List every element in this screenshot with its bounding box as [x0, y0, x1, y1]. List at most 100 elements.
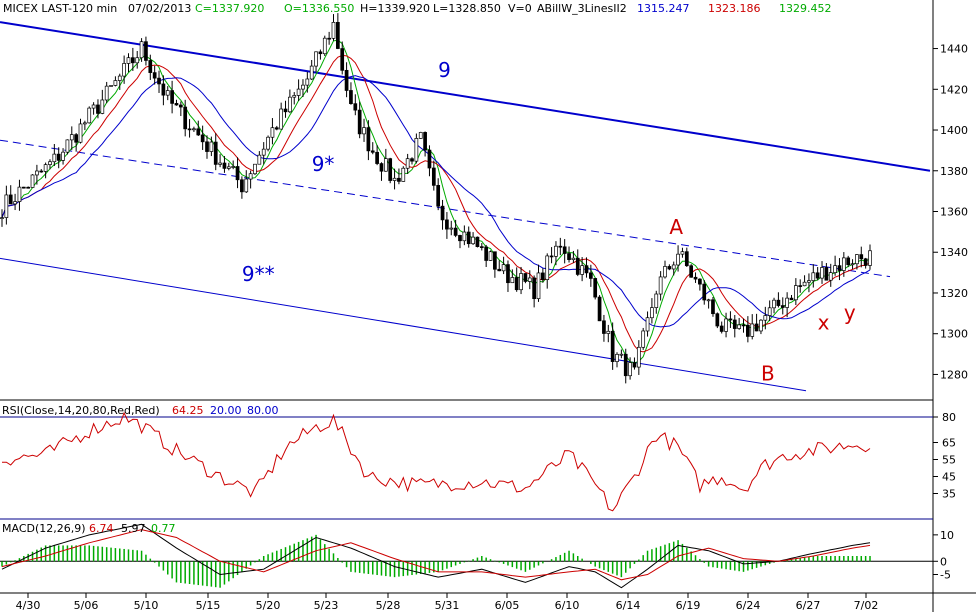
candle	[571, 250, 576, 263]
candle-body	[445, 219, 449, 230]
x-tick-label: 5/28	[376, 599, 401, 612]
candle	[301, 79, 305, 98]
candle-body	[218, 162, 222, 165]
wave-label: A	[669, 215, 683, 239]
x-tick-label: 6/14	[616, 599, 641, 612]
candle	[196, 120, 201, 136]
candle-body	[266, 136, 270, 150]
candle	[366, 120, 371, 161]
candle-body	[283, 108, 288, 113]
candle	[117, 73, 122, 90]
candle	[732, 314, 737, 338]
candle	[96, 99, 100, 119]
candle-body	[680, 251, 685, 255]
candle-body	[846, 257, 851, 265]
macd-v1: 6.74	[89, 522, 114, 535]
candle-body	[479, 246, 484, 248]
candle	[776, 292, 781, 308]
candle-body	[8, 194, 13, 205]
candle-body	[663, 266, 667, 278]
candle	[484, 244, 489, 267]
rsi-tick-label: 80	[942, 411, 956, 424]
candle-body	[641, 330, 646, 348]
candle-body	[139, 41, 144, 59]
candle-body	[506, 264, 510, 284]
candle	[493, 251, 497, 278]
macd-signal-line	[1, 529, 871, 581]
candle	[157, 70, 161, 93]
candle-body	[52, 153, 57, 163]
candle	[410, 157, 414, 165]
candle	[218, 154, 222, 168]
candle-body	[820, 267, 824, 279]
candle	[850, 259, 855, 270]
candle-body	[91, 104, 96, 109]
candle	[279, 102, 284, 130]
candle-body	[117, 75, 122, 81]
candle-body	[545, 255, 550, 280]
macd-tick-label: -5	[940, 569, 951, 582]
candle	[209, 136, 214, 157]
candle	[344, 62, 349, 98]
candle-body	[541, 272, 545, 280]
candle	[292, 92, 297, 105]
candle-body	[785, 297, 789, 308]
candle-body	[174, 103, 179, 106]
candle-body	[261, 148, 266, 156]
candle	[763, 306, 768, 330]
candle	[728, 311, 733, 328]
candle	[392, 168, 397, 190]
candle	[820, 261, 824, 284]
candle-body	[667, 266, 672, 270]
candle-body	[222, 162, 227, 169]
candle	[152, 65, 157, 85]
candle-body	[650, 307, 654, 319]
candle	[353, 94, 358, 116]
candle	[418, 131, 423, 139]
candle-body	[253, 163, 257, 175]
candle-body	[161, 83, 166, 96]
candle	[4, 185, 9, 225]
x-tick-label: 5/23	[314, 599, 339, 612]
candle-body	[375, 151, 379, 164]
candle	[471, 232, 475, 245]
low-value: L=1328.850	[433, 2, 501, 15]
x-tick-label: 6/24	[736, 599, 761, 612]
trendline-9	[0, 21, 931, 172]
candle-body	[392, 177, 397, 181]
candle-body	[74, 134, 79, 143]
price-tick-label: 1340	[940, 246, 968, 259]
candle	[274, 125, 279, 131]
candle	[588, 264, 593, 287]
candle-body	[527, 277, 532, 282]
candle-body	[519, 273, 523, 291]
candle-body	[318, 51, 323, 55]
candle-body	[226, 166, 231, 169]
candle-body	[837, 265, 842, 271]
wave-label: B	[761, 362, 775, 386]
candle	[580, 257, 584, 282]
candle	[541, 268, 545, 283]
candle-body	[353, 103, 358, 111]
candle-body	[623, 353, 628, 377]
candle-body	[554, 245, 558, 257]
candle	[296, 79, 301, 102]
rsi-upper: 80.00	[247, 404, 279, 417]
candle-body	[4, 194, 9, 218]
candle	[453, 219, 458, 238]
candle	[658, 271, 663, 301]
candle-body	[344, 69, 349, 91]
candle	[510, 269, 515, 284]
candle-body	[615, 353, 619, 362]
x-tick-label: 5/10	[134, 599, 159, 612]
candle-body	[850, 263, 855, 266]
candle-body	[135, 57, 140, 64]
x-tick-label: 5/06	[74, 599, 99, 612]
candle-body	[488, 251, 493, 261]
candle	[663, 260, 667, 279]
candle	[327, 31, 331, 45]
price-tick-label: 1320	[940, 287, 968, 300]
candle-body	[763, 315, 768, 321]
candle	[671, 261, 676, 276]
candle-body	[597, 296, 602, 322]
